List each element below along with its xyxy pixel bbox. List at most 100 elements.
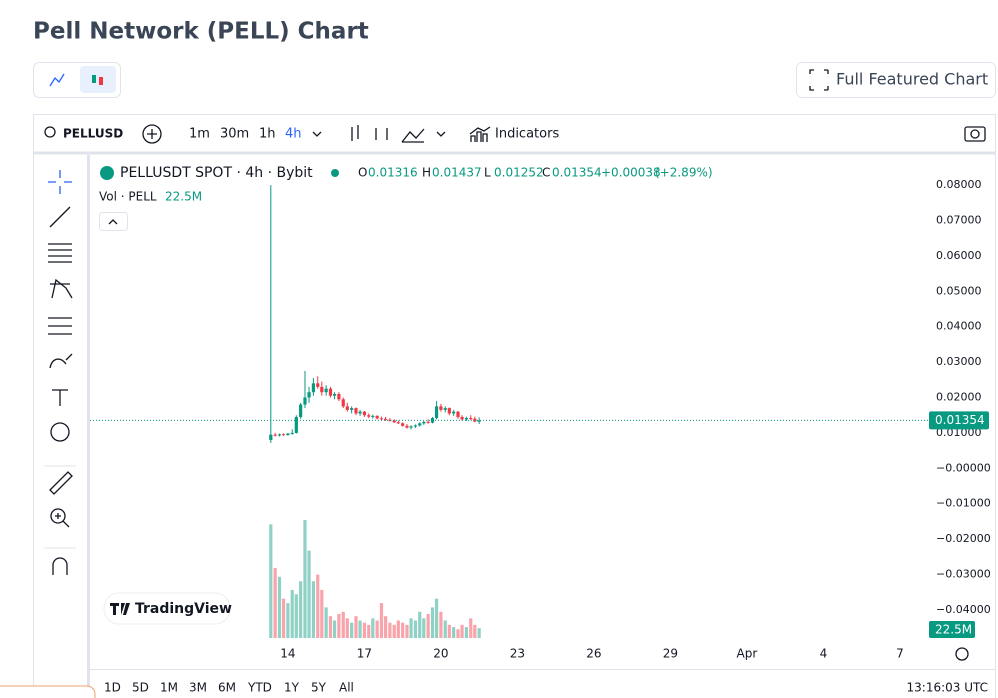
search-icon[interactable] [44, 126, 56, 138]
x-tick-label: 23 [510, 647, 525, 661]
candle-body [350, 408, 354, 410]
watermark[interactable]: TradingView [135, 601, 232, 617]
range-button[interactable]: 1M [160, 681, 178, 695]
chevron[interactable] [436, 131, 446, 137]
candle-body [452, 411, 456, 414]
volume-bar [299, 581, 303, 638]
line-icon[interactable] [49, 73, 65, 87]
volume-bar [367, 624, 371, 638]
interval[interactable]: 4h [285, 127, 302, 142]
volume-bar [388, 622, 392, 638]
volume-bar [354, 616, 358, 638]
settings-icon[interactable] [955, 647, 969, 661]
volume-bar [460, 624, 464, 638]
candle-body [273, 434, 277, 436]
candle-body [392, 420, 396, 423]
range-button[interactable]: All [339, 681, 354, 695]
symbol[interactable]: PELLUSD [63, 127, 123, 141]
volume-bar [324, 607, 328, 638]
volume-bar [320, 589, 324, 638]
candle-body [469, 418, 473, 420]
toggle-active [80, 66, 116, 93]
volume-bar [316, 574, 320, 638]
ohlc-value: 0.01316 [368, 166, 418, 180]
range-button[interactable]: 5D [132, 681, 149, 695]
y-tick-label: 0.05000 [936, 284, 982, 297]
range-button[interactable]: YTD [247, 681, 272, 695]
last-price: 0.01354 [935, 413, 985, 427]
candle-body [345, 406, 349, 410]
chevron-up [108, 219, 118, 225]
volume-label: Vol · PELL [99, 190, 157, 204]
tv-logo [110, 603, 130, 615]
volume-bar [447, 624, 451, 638]
candle-body [328, 388, 333, 396]
candle-body [320, 386, 324, 393]
ohlc-value: 0.01354 [552, 166, 602, 180]
candle-body [341, 399, 345, 407]
y-tick-label: 0.06000 [936, 249, 982, 262]
ohlc-key: C [542, 166, 550, 180]
ohlc-value: 0.01437 [432, 166, 482, 180]
range-button[interactable]: 1D [104, 681, 121, 695]
volume-bar [473, 624, 477, 638]
area-icon[interactable] [401, 128, 425, 143]
candle-body [332, 393, 337, 396]
indicators-icon[interactable] [469, 126, 491, 142]
volume-value: 22.5M [165, 190, 202, 204]
y-tick-label: 0.08000 [936, 178, 982, 191]
indicators[interactable]: Indicators [495, 127, 559, 142]
volume-bar [443, 620, 447, 638]
candle-body [281, 434, 286, 436]
volume-bar [426, 613, 430, 638]
x-tick-label: 7 [896, 647, 904, 661]
candle-body [401, 423, 405, 426]
camera-icon[interactable] [964, 126, 986, 142]
symbol-label: PELLUSDT SPOT · 4h · Bybit [120, 165, 313, 181]
chart-type-icons[interactable] [351, 125, 388, 141]
full-chart-label[interactable]: Full Featured Chart [836, 70, 988, 89]
x-tick-label: 14 [280, 647, 295, 661]
drawing-tools[interactable] [48, 170, 73, 575]
compare-icon[interactable] [142, 124, 162, 144]
candle-body [383, 418, 388, 420]
volume-bar [277, 576, 282, 638]
collapse-button[interactable] [99, 212, 128, 231]
interval[interactable]: 1m [189, 127, 210, 142]
volume-bar [286, 603, 290, 638]
full-chart-button[interactable] [796, 62, 996, 98]
volume-bar [405, 624, 409, 638]
watermark-box[interactable] [103, 592, 231, 625]
candle-body [324, 388, 328, 393]
volume-bar [269, 524, 273, 638]
candle-body [371, 415, 375, 417]
expand-icon [809, 69, 829, 91]
volume-bar [371, 618, 375, 638]
volume-bar [422, 618, 426, 638]
candle-body [303, 397, 307, 405]
candle-body [388, 419, 392, 421]
range-button[interactable]: 6M [218, 681, 236, 695]
ohlc-key: O [358, 166, 367, 180]
y-tick-label: −0.03000 [936, 568, 991, 581]
last-volume: 22.5M [935, 623, 972, 637]
range-button[interactable]: 5Y [311, 681, 327, 695]
volume-bar [469, 618, 473, 638]
volume-bar [362, 622, 367, 638]
volume-bar [303, 520, 307, 638]
cookie-tab[interactable] [0, 685, 96, 698]
y-tick-label: −0.04000 [936, 603, 991, 616]
volume-bar [452, 627, 456, 638]
candle-icon[interactable] [92, 75, 103, 85]
range-button[interactable]: 3M [189, 681, 207, 695]
chevron[interactable] [312, 131, 322, 137]
range-button[interactable]: 1Y [284, 681, 300, 695]
volume-bar [456, 629, 460, 638]
interval[interactable]: 1h [259, 127, 276, 142]
candle-body [405, 425, 409, 428]
interval[interactable]: 30m [220, 127, 249, 142]
volume-bar [418, 611, 422, 638]
x-tick-label: 26 [586, 647, 601, 661]
